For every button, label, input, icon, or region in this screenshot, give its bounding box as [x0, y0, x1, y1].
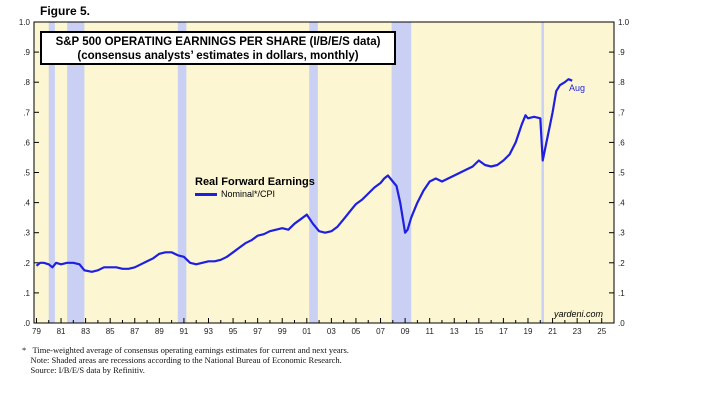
y-tick-label: .2: [23, 259, 30, 268]
y-tick-label: .1: [23, 289, 30, 298]
y-tick-label: .7: [618, 108, 625, 117]
y-tick-label: .4: [618, 199, 625, 208]
footnotes: * Time-weighted average of consensus ope…: [22, 345, 349, 375]
y-tick-label: 1.0: [19, 18, 31, 27]
x-tick-label: 09: [401, 327, 410, 336]
footnote-line: * Time-weighted average of consensus ope…: [22, 345, 349, 355]
series-line-nominal-cpi: [35, 78, 573, 273]
last-point-label: Aug: [569, 83, 585, 93]
x-tick-label: 83: [81, 327, 90, 336]
y-tick-label: .5: [23, 169, 30, 178]
chart-canvas: .0 .1 .2 .3 .4 .5 .6 .7 .8 .9 1.0 .0 .1 .2 .3 .4 .5 .6 .7…: [19, 18, 630, 336]
y-tick-label: .1: [618, 289, 625, 298]
figure-label: Figure 5.: [40, 4, 91, 18]
y-tick-label: .9: [23, 48, 30, 57]
legend-label: Nominal*/CPI: [221, 189, 276, 199]
recession-bands: [48, 22, 544, 323]
recession-band: [391, 22, 412, 323]
y-axis-left: .0 .1 .2 .3 .4 .5 .6 .7 .8 .9 1.0: [19, 18, 31, 328]
footnote-line: Note: Shaded areas are recessions accord…: [22, 355, 342, 365]
x-tick-label: 17: [499, 327, 508, 336]
y-tick-label: .2: [618, 259, 625, 268]
y-tick-label: .8: [618, 78, 625, 87]
recession-band: [177, 22, 187, 323]
x-tick-label: 81: [57, 327, 66, 336]
y-tick-label: .5: [618, 169, 625, 178]
y-tick-label: .0: [23, 319, 30, 328]
x-tick-label: 05: [351, 327, 360, 336]
chart-subtitle: (consensus analysts’ estimates in dollar…: [77, 50, 359, 62]
y-tick-label: .0: [618, 319, 625, 328]
x-axis: 79 81 83 85 87 89 91 93 95 97 99 01 03 05 07 09 11 13 15 17…: [32, 327, 607, 336]
recession-band: [541, 22, 544, 323]
x-tick-label: 97: [253, 327, 262, 336]
chart-title-box: S&P 500 OPERATING EARNINGS PER SHARE (I/…: [40, 31, 396, 65]
x-tick-label: 25: [597, 327, 606, 336]
x-tick-label: 93: [204, 327, 213, 336]
plot-background: [34, 22, 614, 323]
x-tick-label: 11: [426, 327, 435, 336]
x-tick-label: 13: [450, 327, 459, 336]
y-tick-label: .4: [23, 199, 30, 208]
x-tick-label: 01: [302, 327, 311, 336]
x-tick-label: 21: [548, 327, 557, 336]
y-tick-label: .3: [23, 229, 30, 238]
x-tick-label: 23: [573, 327, 582, 336]
plot-frame: [33, 21, 615, 324]
y-tick-label: .7: [23, 108, 30, 117]
recession-band: [67, 22, 85, 323]
y-tick-label: 1.0: [618, 18, 630, 27]
y-axis-right: .0 .1 .2 .3 .4 .5 .6 .7 .8 .9 1.0: [618, 18, 630, 328]
legend-title: Real Forward Earnings: [195, 176, 315, 188]
recession-band: [309, 22, 318, 323]
x-tick-label: 07: [376, 327, 385, 336]
x-tick-label: 87: [130, 327, 139, 336]
y-tick-label: .6: [23, 138, 30, 147]
y-tick-label: .3: [618, 229, 625, 238]
x-tick-label: 85: [106, 327, 115, 336]
x-tick-label: 99: [278, 327, 287, 336]
credit-text: yardeni.com: [553, 309, 604, 319]
y-tick-label: .6: [618, 138, 625, 147]
legend: Real Forward Earnings Nominal*/CPI: [195, 176, 315, 199]
x-tick-label: 03: [327, 327, 336, 336]
y-tick-label: .9: [618, 48, 625, 57]
chart-title: S&P 500 OPERATING EARNINGS PER SHARE (I/…: [55, 36, 381, 48]
x-tick-label: 15: [474, 327, 483, 336]
x-tick-label: 95: [229, 327, 238, 336]
x-tick-label: 79: [32, 327, 41, 336]
recession-band: [48, 22, 55, 323]
x-tick-label: 19: [524, 327, 533, 336]
legend-swatch: [195, 192, 217, 196]
y-tick-label: .8: [23, 78, 30, 87]
footnote-line: Source: I/B/E/S data by Refinitiv.: [22, 365, 145, 375]
x-tick-label: 91: [179, 327, 188, 336]
x-tick-label: 89: [155, 327, 164, 336]
legend-entry: Nominal*/CPI: [195, 189, 315, 199]
